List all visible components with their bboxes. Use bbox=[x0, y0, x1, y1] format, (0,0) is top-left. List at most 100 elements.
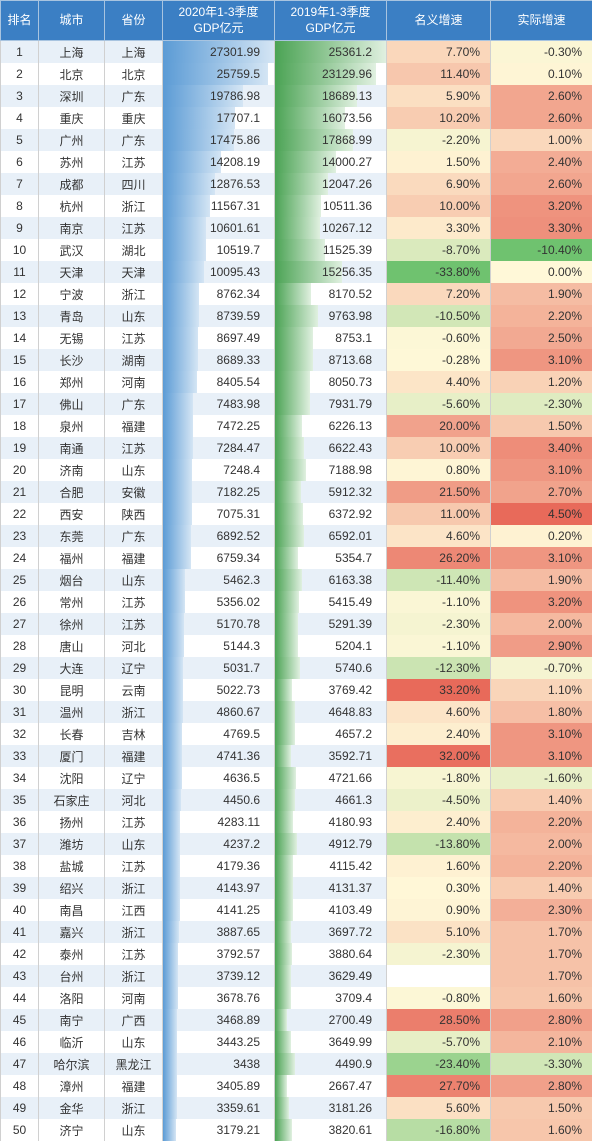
cell-prov: 江苏 bbox=[105, 613, 163, 635]
cell-real: 2.30% bbox=[491, 899, 592, 921]
cell-prov: 江苏 bbox=[105, 327, 163, 349]
cell-real: 1.60% bbox=[491, 1119, 592, 1141]
cell-prov: 江苏 bbox=[105, 811, 163, 833]
cell-real: -0.30% bbox=[491, 41, 592, 64]
cell-gdp2020: 3678.76 bbox=[163, 987, 275, 1009]
cell-gdp2019: 4912.79 bbox=[275, 833, 387, 855]
table-row: 28唐山河北5144.35204.1-1.10%2.90% bbox=[1, 635, 592, 657]
cell-real: 3.10% bbox=[491, 547, 592, 569]
cell-prov: 山东 bbox=[105, 305, 163, 327]
cell-rank: 30 bbox=[1, 679, 39, 701]
cell-rank: 18 bbox=[1, 415, 39, 437]
cell-nominal: -10.50% bbox=[387, 305, 491, 327]
cell-gdp2020: 3887.65 bbox=[163, 921, 275, 943]
table-row: 48漳州福建3405.892667.4727.70%2.80% bbox=[1, 1075, 592, 1097]
cell-nominal: -5.70% bbox=[387, 1031, 491, 1053]
cell-nominal: 28.50% bbox=[387, 1009, 491, 1031]
cell-nominal: 11.00% bbox=[387, 503, 491, 525]
cell-city: 扬州 bbox=[39, 811, 105, 833]
cell-prov: 吉林 bbox=[105, 723, 163, 745]
col-rank: 排名 bbox=[1, 1, 39, 41]
cell-city: 武汉 bbox=[39, 239, 105, 261]
cell-rank: 22 bbox=[1, 503, 39, 525]
cell-gdp2019: 4661.3 bbox=[275, 789, 387, 811]
cell-gdp2020: 5022.73 bbox=[163, 679, 275, 701]
cell-prov: 江苏 bbox=[105, 437, 163, 459]
cell-real: 2.80% bbox=[491, 1075, 592, 1097]
cell-rank: 47 bbox=[1, 1053, 39, 1075]
table-row: 31温州浙江4860.674648.834.60%1.80% bbox=[1, 701, 592, 723]
cell-nominal: -2.20% bbox=[387, 129, 491, 151]
cell-gdp2019: 4490.9 bbox=[275, 1053, 387, 1075]
table-row: 36扬州江苏4283.114180.932.40%2.20% bbox=[1, 811, 592, 833]
cell-prov: 浙江 bbox=[105, 701, 163, 723]
cell-real: 3.40% bbox=[491, 437, 592, 459]
cell-nominal: 10.00% bbox=[387, 195, 491, 217]
cell-nominal: 6.90% bbox=[387, 173, 491, 195]
cell-city: 温州 bbox=[39, 701, 105, 723]
cell-city: 烟台 bbox=[39, 569, 105, 591]
cell-gdp2020: 7483.98 bbox=[163, 393, 275, 415]
cell-gdp2020: 5462.3 bbox=[163, 569, 275, 591]
cell-gdp2020: 4141.25 bbox=[163, 899, 275, 921]
cell-prov: 广西 bbox=[105, 1009, 163, 1031]
cell-rank: 39 bbox=[1, 877, 39, 899]
cell-nominal: -8.70% bbox=[387, 239, 491, 261]
cell-real: 2.00% bbox=[491, 613, 592, 635]
cell-prov: 福建 bbox=[105, 1075, 163, 1097]
col-gdp2020: 2020年1-3季度 GDP亿元 bbox=[163, 1, 275, 41]
cell-city: 郑州 bbox=[39, 371, 105, 393]
cell-city: 长春 bbox=[39, 723, 105, 745]
cell-nominal: 21.50% bbox=[387, 481, 491, 503]
cell-city: 泰州 bbox=[39, 943, 105, 965]
cell-nominal: -0.60% bbox=[387, 327, 491, 349]
cell-real: 2.20% bbox=[491, 811, 592, 833]
cell-prov: 辽宁 bbox=[105, 657, 163, 679]
cell-real: 2.60% bbox=[491, 85, 592, 107]
cell-city: 上海 bbox=[39, 41, 105, 64]
cell-prov: 河南 bbox=[105, 371, 163, 393]
cell-prov: 山东 bbox=[105, 459, 163, 481]
cell-gdp2019: 2700.49 bbox=[275, 1009, 387, 1031]
cell-rank: 5 bbox=[1, 129, 39, 151]
cell-city: 金华 bbox=[39, 1097, 105, 1119]
cell-prov: 上海 bbox=[105, 41, 163, 64]
cell-prov: 广东 bbox=[105, 85, 163, 107]
cell-city: 天津 bbox=[39, 261, 105, 283]
table-row: 27徐州江苏5170.785291.39-2.30%2.00% bbox=[1, 613, 592, 635]
table-row: 4重庆重庆17707.116073.5610.20%2.60% bbox=[1, 107, 592, 129]
cell-gdp2019: 3880.64 bbox=[275, 943, 387, 965]
cell-gdp2020: 3179.21 bbox=[163, 1119, 275, 1141]
cell-gdp2020: 8739.59 bbox=[163, 305, 275, 327]
cell-city: 杭州 bbox=[39, 195, 105, 217]
cell-gdp2020: 4237.2 bbox=[163, 833, 275, 855]
cell-gdp2019: 3181.26 bbox=[275, 1097, 387, 1119]
cell-real: 2.70% bbox=[491, 481, 592, 503]
cell-rank: 11 bbox=[1, 261, 39, 283]
table-row: 21合肥安徽7182.255912.3221.50%2.70% bbox=[1, 481, 592, 503]
cell-gdp2020: 3405.89 bbox=[163, 1075, 275, 1097]
cell-gdp2020: 3359.61 bbox=[163, 1097, 275, 1119]
cell-city: 佛山 bbox=[39, 393, 105, 415]
cell-real: 1.80% bbox=[491, 701, 592, 723]
cell-real: -0.70% bbox=[491, 657, 592, 679]
table-row: 18泉州福建7472.256226.1320.00%1.50% bbox=[1, 415, 592, 437]
cell-city: 南通 bbox=[39, 437, 105, 459]
cell-prov: 安徽 bbox=[105, 481, 163, 503]
cell-gdp2020: 4450.6 bbox=[163, 789, 275, 811]
cell-nominal: -16.80% bbox=[387, 1119, 491, 1141]
cell-rank: 50 bbox=[1, 1119, 39, 1141]
cell-nominal: 32.00% bbox=[387, 745, 491, 767]
table-row: 12宁波浙江8762.348170.527.20%1.90% bbox=[1, 283, 592, 305]
cell-gdp2019: 3629.49 bbox=[275, 965, 387, 987]
cell-real: 2.20% bbox=[491, 855, 592, 877]
cell-gdp2019: 5354.7 bbox=[275, 547, 387, 569]
cell-real: 1.70% bbox=[491, 943, 592, 965]
cell-real: 2.40% bbox=[491, 151, 592, 173]
table-row: 45南宁广西3468.892700.4928.50%2.80% bbox=[1, 1009, 592, 1031]
cell-gdp2020: 3438 bbox=[163, 1053, 275, 1075]
cell-city: 济宁 bbox=[39, 1119, 105, 1141]
cell-real: 2.90% bbox=[491, 635, 592, 657]
cell-rank: 17 bbox=[1, 393, 39, 415]
cell-rank: 44 bbox=[1, 987, 39, 1009]
